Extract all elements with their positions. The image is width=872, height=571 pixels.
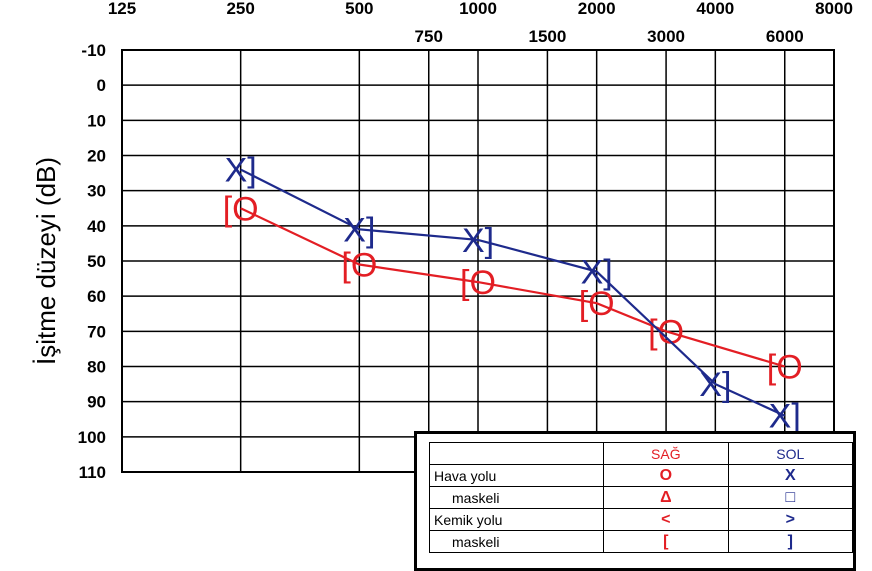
x-tick-label: 250 [226,0,254,18]
x-tick-label: 750 [415,27,443,46]
y-tick-label: 40 [87,217,106,236]
legend-row-label: maskeli [428,530,605,553]
legend-right-symbol: < [603,508,729,531]
data-point-marker: [O [767,349,803,387]
series-layer: [O[O [O[O[O[OX]X] X]X]X]X] [223,152,803,436]
x-tick-label: 4000 [696,0,734,18]
x-tick-label: 3000 [647,27,685,46]
data-point-marker: [O [648,313,684,351]
y-tick-label: 100 [78,428,106,447]
data-point-marker: X] [581,254,613,292]
x-tick-label: 6000 [766,27,804,46]
data-point-marker: [O [341,247,377,285]
legend-right-symbol: [ [603,530,729,553]
legend-left-symbol: ] [727,530,854,553]
legend-table: SAĞ SOL Hava yolu O X maskeli Δ □ Kemik … [428,442,854,553]
data-point-marker: [O [223,190,259,228]
legend-right-symbol: O [603,464,729,487]
y-tick-label: 30 [87,182,106,201]
data-point-marker: X] [225,152,257,190]
y-tick-label: 110 [79,463,106,482]
y-tick-label: 60 [87,287,106,306]
grid [121,49,835,473]
y-tick-label: 0 [97,76,106,95]
data-point-marker: X] [343,211,375,249]
y-tick-label: 70 [87,322,106,341]
y-tick-label: 80 [87,358,106,377]
legend-header-empty [428,442,605,465]
legend-header-right: SAĞ [603,442,729,465]
data-point-marker: X] [699,366,731,404]
x-tick-label: 125 [108,0,136,18]
legend-row-label: Hava yolu [428,464,605,487]
y-tick-label: 50 [87,252,106,271]
legend-row: maskeli [ ] [428,530,854,553]
y-axis-label: İşitme düzeyi (dB) [31,157,61,365]
legend-left-symbol: > [727,508,854,531]
legend-row: Kemik yolu < > [428,508,854,531]
legend-header-left: SOL [727,442,854,465]
legend-row-label: Kemik yolu [428,508,605,531]
y-tick-label: 90 [87,393,106,412]
legend-row-label: maskeli [428,486,605,509]
x-tick-label: 1000 [459,0,497,18]
legend-row: Hava yolu O X [428,464,854,487]
x-tick-labels: 125 250 500 1000 2000 4000 8000 750 1500 3000 6000 [108,0,853,46]
data-point-marker: [O [460,264,496,302]
x-tick-label: 1500 [529,27,567,46]
legend: SAĞ SOL Hava yolu O X maskeli Δ □ Kemik … [414,431,856,571]
y-tick-labels: -10 0 10 20 30 40 50 60 70 80 90 100 110 [78,41,106,482]
data-point-marker: X] [462,222,494,260]
y-tick-label: -10 [81,41,106,60]
legend-left-symbol: X [727,464,854,487]
y-tick-label: 20 [87,147,106,166]
series-line [240,168,786,417]
x-tick-label: 8000 [815,0,853,18]
x-tick-label: 500 [345,0,373,18]
series-line [240,207,786,368]
x-tick-label: 2000 [578,0,616,18]
y-tick-label: 10 [87,111,106,130]
legend-row: maskeli Δ □ [428,486,854,509]
legend-right-symbol: Δ [603,486,729,509]
data-point-marker: X] [769,398,801,436]
legend-header-row: SAĞ SOL [428,442,854,465]
legend-left-symbol: □ [727,486,854,509]
data-point-marker: [O [579,285,615,323]
